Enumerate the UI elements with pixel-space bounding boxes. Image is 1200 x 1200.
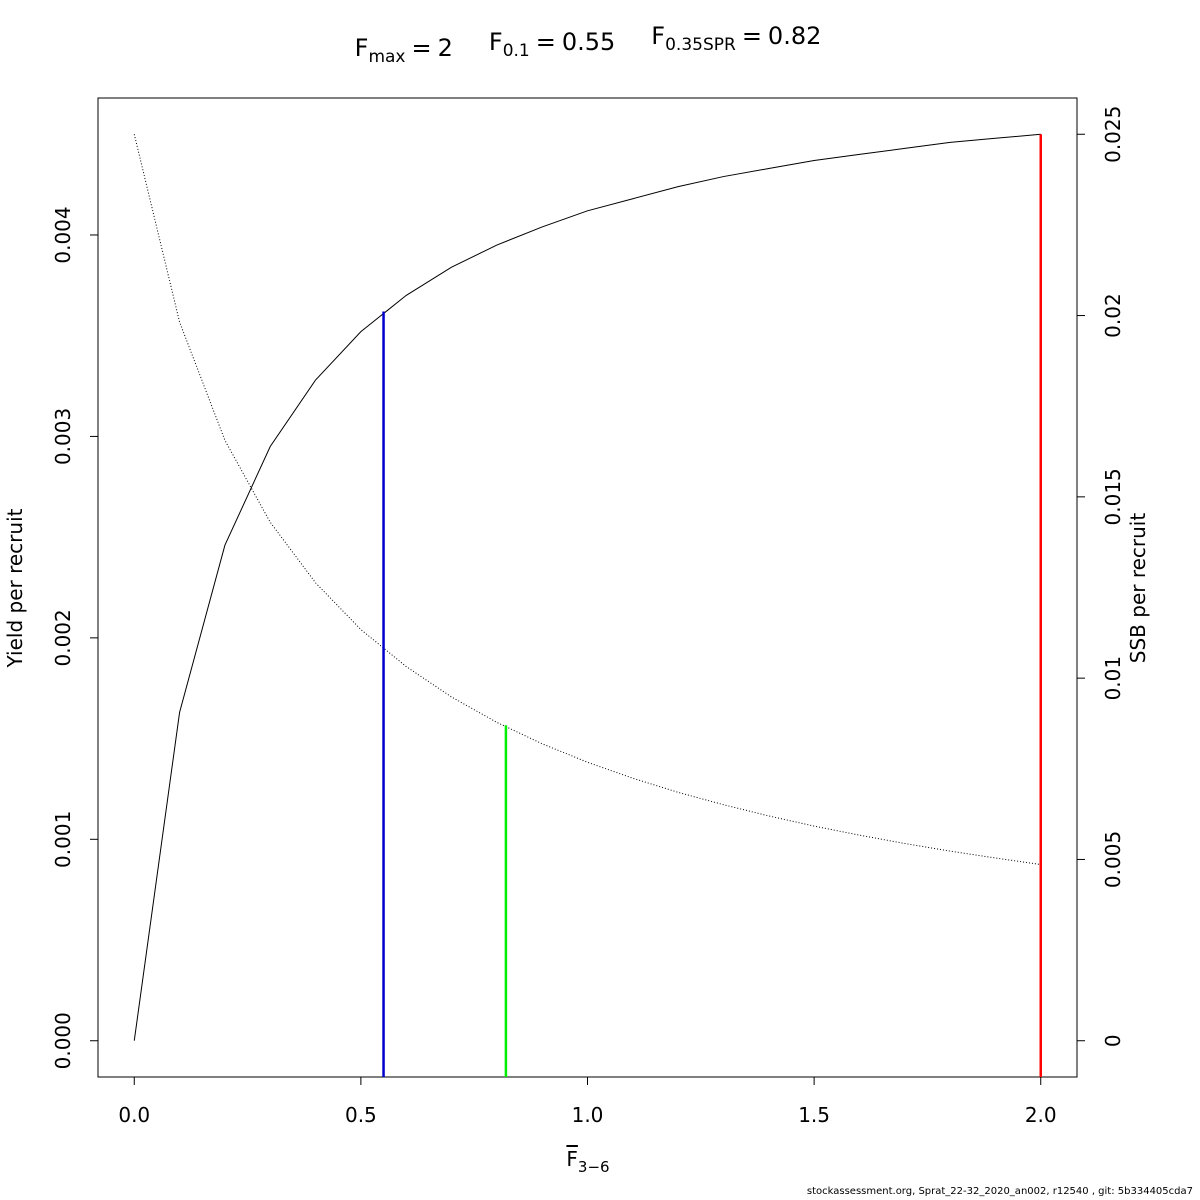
title-subscript: 0.1 (503, 41, 530, 61)
y2-tick-label: 0 (1101, 1034, 1125, 1047)
x-axis-label: F3−6 (566, 1147, 609, 1176)
title-operator: = (742, 22, 762, 50)
footer: stockassessment.org, Sprat_22-32_2020_an… (807, 1186, 1193, 1197)
chart-title: Fmax = 2 F0.1 = 0.55 F0.35SPR = 0.82 (355, 22, 822, 67)
y2-axis-label: SSB per recruit (1126, 513, 1150, 664)
y-tick-label: 0.000 (51, 1012, 75, 1069)
title-symbol: F (489, 28, 503, 56)
y-tick-label: 0.003 (51, 408, 75, 465)
x-tick-label: 2.0 (1025, 1103, 1057, 1127)
title-operator: = (411, 34, 431, 62)
x-tick-label: 1.5 (798, 1103, 830, 1127)
title-subscript: max (368, 47, 405, 67)
x-tick-label: 0.0 (118, 1103, 150, 1127)
title-symbol: F (355, 34, 369, 62)
y2-tick-label: 0.015 (1101, 468, 1125, 525)
y-tick-label: 0.002 (51, 609, 75, 666)
y2-tick-label: 0.01 (1101, 656, 1125, 701)
y-tick-label: 0.001 (51, 811, 75, 868)
x-tick-label: 1.0 (572, 1103, 604, 1127)
title-value: 0.55 (562, 28, 615, 56)
y2-tick-label: 0.025 (1101, 106, 1125, 163)
x-tick-label: 0.5 (345, 1103, 377, 1127)
y-axis-label: Yield per recruit (3, 508, 27, 668)
title-operator: = (536, 28, 556, 56)
title-subscript: 0.35SPR (665, 35, 736, 55)
y-tick-label: 0.004 (51, 206, 75, 263)
series-line (133, 134, 1041, 866)
x-axis-symbol: F (566, 1147, 578, 1171)
x-axis-subscript: 3−6 (578, 1158, 610, 1176)
y2-tick-label: 0.005 (1101, 831, 1125, 888)
title-value: 0.82 (768, 22, 821, 50)
y2-tick-label: 0.02 (1101, 293, 1125, 338)
series-line (133, 133, 1041, 1041)
title-value: 2 (438, 34, 453, 62)
title-symbol: F (651, 22, 665, 50)
plot-frame (97, 97, 1078, 1078)
